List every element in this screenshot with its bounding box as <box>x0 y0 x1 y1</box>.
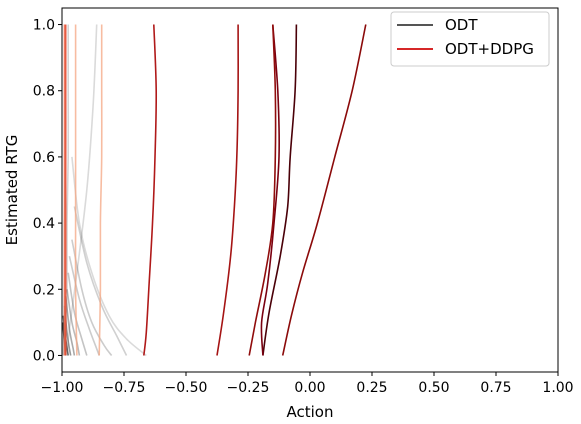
y-tick-label: 0.8 <box>33 84 55 100</box>
odt-series-line-16 <box>66 289 81 356</box>
x-tick-label: 0.25 <box>356 380 387 396</box>
odt-series-line-11 <box>71 156 147 357</box>
x-tick-label: 0.50 <box>418 380 449 396</box>
odt-ddpg-series-line-4 <box>216 24 239 356</box>
odt-ddpg-series-line-1 <box>262 24 298 356</box>
x-tick-label: −1.00 <box>41 380 84 396</box>
x-tick-label: 0.00 <box>294 380 325 396</box>
odt-series-line-15 <box>67 272 88 356</box>
odt-ddpg-series-line-7 <box>74 24 78 356</box>
odt-series-line-13 <box>71 239 113 356</box>
odt-ddpg-series-line-3 <box>248 24 277 356</box>
odt-series-line-12 <box>73 206 128 356</box>
odt-ddpg-series-line-6 <box>98 24 103 356</box>
legend-label-odt: ODT <box>445 16 478 34</box>
legend-label-odt-ddpg: ODT+DDPG <box>445 40 534 58</box>
x-tick-label: −0.50 <box>165 380 208 396</box>
odt-series-line-17 <box>64 295 76 356</box>
legend: ODT ODT+DDPG <box>390 11 550 67</box>
x-axis: −1.00 −0.75 −0.50 −0.25 0.00 0.25 0.50 0.75 1.00 <box>41 372 574 396</box>
x-tick-label: 1.00 <box>542 380 573 396</box>
y-axis: 0.0 0.2 0.4 0.6 0.8 1.0 <box>33 18 62 364</box>
y-tick-label: 0.4 <box>33 216 55 232</box>
y-tick-label: 1.0 <box>33 18 55 34</box>
y-tick-label: 0.2 <box>33 282 55 298</box>
odt-ddpg-series-line-0 <box>281 24 367 356</box>
odt-series-line-22 <box>64 24 70 356</box>
x-tick-label: −0.75 <box>103 380 146 396</box>
odt-ddpg-series-line-5 <box>143 24 158 356</box>
series-lines <box>61 24 367 357</box>
x-tick-label: −0.25 <box>227 380 270 396</box>
x-tick-label: 0.75 <box>480 380 511 396</box>
odt-ddpg-series-line-2 <box>260 24 281 356</box>
x-axis-label: Action <box>287 403 334 421</box>
y-tick-label: 0.0 <box>33 348 55 364</box>
y-axis-label: Estimated RTG <box>3 135 21 246</box>
y-tick-label: 0.6 <box>33 150 55 166</box>
